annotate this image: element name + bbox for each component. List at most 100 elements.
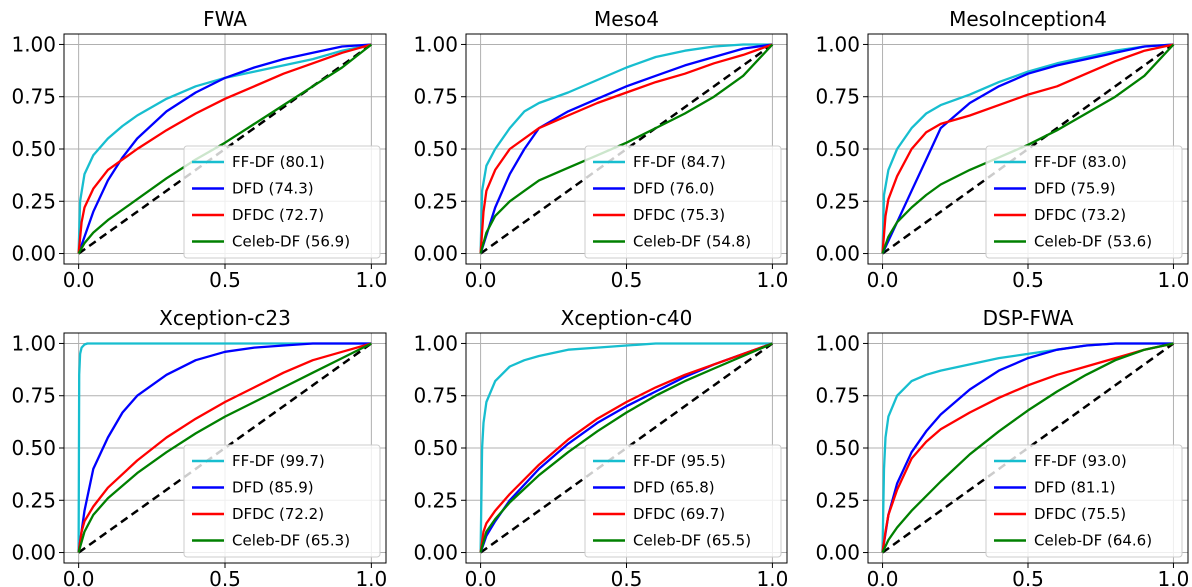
axes-frame bbox=[465, 332, 788, 564]
chance-diagonal bbox=[479, 342, 774, 554]
legend-label-ff-df: FF-DF (80.1) bbox=[232, 153, 325, 171]
x-tick-label: 0.5 bbox=[1012, 268, 1044, 292]
legend-box bbox=[183, 444, 381, 558]
y-tick-label: 0.75 bbox=[11, 384, 56, 408]
legend-label-dfd: DFD (65.8) bbox=[633, 479, 715, 497]
y-tick-label: 0.50 bbox=[11, 436, 56, 460]
legend: FF-DF (83.0) DFD (75.9) DFDC (73.2) Celeb-D… bbox=[985, 145, 1183, 259]
roc-curve-ff-df bbox=[77, 43, 372, 254]
axes-frame bbox=[465, 33, 788, 265]
legend-box bbox=[985, 145, 1183, 259]
legend: FF-DF (84.7) DFD (76.0) DFDC (75.3) Celeb-D… bbox=[584, 145, 782, 259]
subplot-xception-c23: 0.00 0.25 0.50 0.75 1.00 0.0 0.5 1.0 Xception-c2… bbox=[11, 306, 387, 587]
y-tick-label: 1.00 bbox=[413, 331, 458, 355]
y-tick-label: 0.25 bbox=[413, 189, 458, 213]
legend: FF-DF (99.7) DFD (85.9) DFDC (72.2) Celeb-D… bbox=[183, 444, 381, 558]
roc-curve-dfdc bbox=[479, 342, 773, 553]
subplot-title: FWA bbox=[203, 7, 247, 31]
axes-frame bbox=[63, 33, 387, 265]
legend-label-dfdc: DFDC (72.7) bbox=[232, 206, 324, 224]
y-tick-label: 0.00 bbox=[11, 242, 56, 266]
subplot-meso4: 0.00 0.25 0.50 0.75 1.00 0.0 0.5 1.0 Meso4 FF-DF … bbox=[413, 7, 788, 292]
roc-curve-dfd bbox=[881, 342, 1174, 553]
y-tick-label: 0.00 bbox=[815, 242, 860, 266]
chance-diagonal bbox=[77, 342, 373, 554]
y-tick-label: 1.00 bbox=[413, 32, 458, 56]
y-tick-label: 0.00 bbox=[413, 242, 458, 266]
legend-box bbox=[584, 145, 782, 259]
legend-label-ff-df: FF-DF (83.0) bbox=[1034, 153, 1127, 171]
x-tick-label: 1.0 bbox=[757, 268, 789, 292]
x-tick-label: 0.5 bbox=[611, 268, 643, 292]
y-tick-label: 0.50 bbox=[11, 137, 56, 161]
roc-curve-dfd bbox=[77, 43, 372, 254]
roc-curve-dfdc bbox=[881, 342, 1174, 553]
roc-curve-celeb-df bbox=[881, 342, 1174, 553]
roc-curve-dfdc bbox=[881, 43, 1174, 254]
roc-curve-ff-df bbox=[77, 342, 372, 553]
y-tick-label: 0.25 bbox=[815, 189, 860, 213]
x-tick-label: 1.0 bbox=[1158, 567, 1190, 587]
legend-label-celeb-df: Celeb-DF (65.5) bbox=[633, 532, 751, 550]
y-tick-label: 0.00 bbox=[815, 541, 860, 565]
subplot-title: DSP-FWA bbox=[983, 306, 1074, 330]
x-tick-label: 1.0 bbox=[355, 567, 387, 587]
x-tick-label: 1.0 bbox=[757, 567, 789, 587]
subplot-title: Xception-c23 bbox=[159, 306, 291, 330]
y-tick-label: 0.50 bbox=[815, 436, 860, 460]
x-tick-label: 0.5 bbox=[611, 567, 643, 587]
y-tick-label: 0.75 bbox=[815, 384, 860, 408]
subplot-mesoinception4: 0.00 0.25 0.50 0.75 1.00 0.0 0.5 1.0 MesoIncepti… bbox=[815, 7, 1189, 292]
legend-label-dfd: DFD (75.9) bbox=[1034, 180, 1116, 198]
y-tick-label: 0.75 bbox=[413, 384, 458, 408]
x-tick-label: 0.5 bbox=[209, 567, 241, 587]
y-tick-label: 1.00 bbox=[11, 331, 56, 355]
x-tick-label: 0.0 bbox=[63, 567, 95, 587]
x-tick-label: 0.0 bbox=[867, 567, 899, 587]
legend-label-dfdc: DFDC (72.2) bbox=[232, 505, 324, 523]
y-tick-label: 0.00 bbox=[413, 541, 458, 565]
axes-frame bbox=[867, 332, 1189, 564]
legend-label-dfd: DFD (76.0) bbox=[633, 180, 715, 198]
subplot-title: Meso4 bbox=[594, 7, 659, 31]
legend-label-dfdc: DFDC (73.2) bbox=[1034, 206, 1126, 224]
roc-curve-celeb-df bbox=[881, 43, 1175, 254]
roc-curve-celeb-df bbox=[479, 43, 774, 254]
roc-curve-ff-df bbox=[479, 342, 773, 553]
legend-label-dfdc: DFDC (75.3) bbox=[633, 206, 725, 224]
subplot-fwa: 0.00 0.25 0.50 0.75 1.00 0.0 0.5 1.0 FWA FF-DF (8… bbox=[11, 7, 387, 292]
legend-label-celeb-df: Celeb-DF (65.3) bbox=[232, 532, 350, 550]
y-tick-label: 0.50 bbox=[413, 137, 458, 161]
legend-label-ff-df: FF-DF (95.5) bbox=[633, 452, 726, 470]
y-tick-label: 0.50 bbox=[815, 137, 860, 161]
subplot-xception-c40: 0.00 0.25 0.50 0.75 1.00 0.0 0.5 1.0 Xception-c4… bbox=[413, 306, 788, 587]
subplot-dsp-fwa: 0.00 0.25 0.50 0.75 1.00 0.0 0.5 1.0 DSP-FWA FF-D… bbox=[815, 306, 1189, 587]
roc-curve-ff-df bbox=[881, 43, 1174, 254]
y-tick-label: 0.75 bbox=[413, 85, 458, 109]
subplot-title: MesoInception4 bbox=[949, 7, 1107, 31]
y-tick-label: 1.00 bbox=[815, 331, 860, 355]
y-tick-label: 0.25 bbox=[413, 488, 458, 512]
legend-label-dfd: DFD (85.9) bbox=[232, 479, 314, 497]
roc-curve-dfd bbox=[479, 43, 773, 254]
chance-diagonal bbox=[881, 43, 1175, 255]
legend-label-dfd: DFD (74.3) bbox=[232, 180, 314, 198]
y-tick-label: 0.25 bbox=[11, 189, 56, 213]
y-tick-label: 0.25 bbox=[11, 488, 56, 512]
legend-label-celeb-df: Celeb-DF (56.9) bbox=[232, 233, 350, 251]
legend-box bbox=[183, 145, 381, 259]
x-tick-label: 0.0 bbox=[63, 268, 95, 292]
y-tick-label: 1.00 bbox=[815, 32, 860, 56]
legend-label-dfdc: DFDC (69.7) bbox=[633, 505, 725, 523]
roc-curve-dfd bbox=[881, 43, 1174, 254]
roc-curve-ff-df bbox=[479, 43, 773, 254]
legend-label-celeb-df: Celeb-DF (54.8) bbox=[633, 233, 751, 251]
legend-label-ff-df: FF-DF (84.7) bbox=[633, 153, 726, 171]
x-tick-label: 1.0 bbox=[1158, 268, 1190, 292]
x-tick-label: 1.0 bbox=[355, 268, 387, 292]
y-tick-label: 0.50 bbox=[413, 436, 458, 460]
roc-curve-dfdc bbox=[77, 342, 372, 553]
y-tick-label: 0.25 bbox=[815, 488, 860, 512]
roc-curve-celeb-df bbox=[77, 342, 372, 553]
legend-label-ff-df: FF-DF (99.7) bbox=[232, 452, 325, 470]
